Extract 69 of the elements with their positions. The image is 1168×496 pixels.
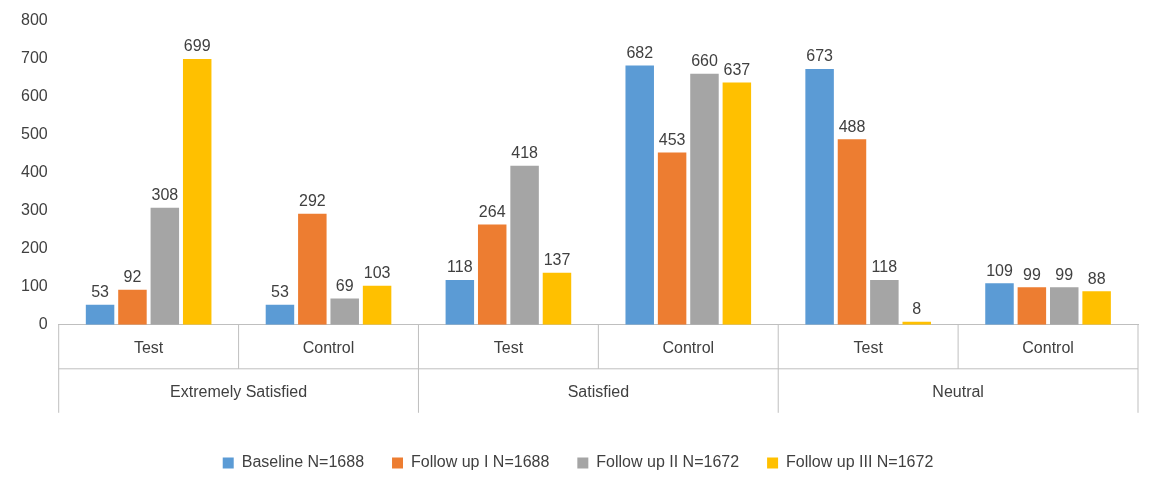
y-tick-label: 100: [20, 277, 48, 295]
data-label: 137: [543, 251, 571, 269]
data-label: 682: [626, 43, 654, 61]
bar: [330, 298, 359, 325]
x-tick-label: Control: [1022, 338, 1074, 356]
legend-label: Follow up I N=1688: [411, 453, 550, 471]
y-tick-label: 700: [20, 49, 48, 67]
bar: [445, 279, 475, 325]
data-label: 99: [1055, 265, 1074, 283]
data-label: 92: [123, 268, 142, 286]
legend-label: Follow up II N=1672: [596, 453, 740, 471]
bar: [118, 289, 147, 325]
bar: [362, 285, 392, 325]
bar: [1082, 291, 1111, 325]
data-label: 69: [335, 276, 354, 294]
bar: [805, 68, 834, 325]
y-tick-label: 500: [20, 125, 48, 143]
x-tick-label: Test: [133, 338, 164, 356]
data-label: 488: [838, 117, 866, 135]
data-label: 53: [271, 283, 289, 301]
bar: [542, 272, 572, 325]
bar: [298, 213, 327, 325]
bar: [182, 59, 212, 325]
data-label: 8: [912, 300, 922, 318]
data-label: 637: [723, 60, 751, 78]
bar: [1017, 287, 1047, 325]
x-tick-label: Test: [493, 338, 524, 356]
bar: [690, 73, 719, 325]
data-label: 103: [363, 264, 391, 282]
bar: [870, 279, 899, 325]
data-label: 264: [478, 202, 506, 220]
y-tick-label: 400: [20, 163, 48, 181]
bar: [722, 82, 752, 325]
x-tick-label: Control: [302, 338, 355, 356]
data-label: 99: [1022, 265, 1041, 283]
text: Extremely Satisfied: [170, 383, 308, 401]
bar: [85, 304, 115, 325]
legend-label: Baseline N=1688: [241, 453, 365, 471]
text: Neutral: [932, 383, 984, 401]
data-label: 660: [691, 52, 718, 70]
data-label: 453: [658, 130, 686, 148]
data-label: 118: [871, 258, 898, 276]
data-label: 118: [447, 258, 473, 276]
data-label: 308: [151, 186, 179, 204]
data-label: 673: [806, 47, 834, 65]
bar: [265, 304, 295, 325]
y-tick-label: 300: [20, 201, 48, 219]
bar: [510, 165, 539, 325]
bar: [985, 283, 1014, 325]
y-tick-label: 200: [20, 239, 48, 257]
data-label: 418: [511, 144, 539, 162]
data-label: 699: [183, 37, 211, 55]
data-label: 53: [91, 283, 110, 301]
y-tick-label: 0: [38, 315, 48, 333]
bar: [1050, 287, 1079, 325]
x-tick-label: Test: [853, 338, 884, 356]
bar: [477, 224, 507, 325]
x-tick-label: Control: [662, 338, 715, 356]
bar: [657, 152, 687, 325]
bar: [837, 139, 867, 325]
y-tick-label: 800: [20, 11, 48, 29]
bar: [150, 207, 180, 325]
data-label: 292: [298, 192, 326, 210]
bar: [625, 65, 654, 325]
text: Satisfied: [567, 383, 630, 401]
data-label: 88: [1087, 269, 1106, 287]
data-label: 109: [986, 261, 1013, 279]
legend-label: Follow up III N=1672: [786, 453, 934, 471]
y-tick-label: 600: [20, 87, 48, 105]
